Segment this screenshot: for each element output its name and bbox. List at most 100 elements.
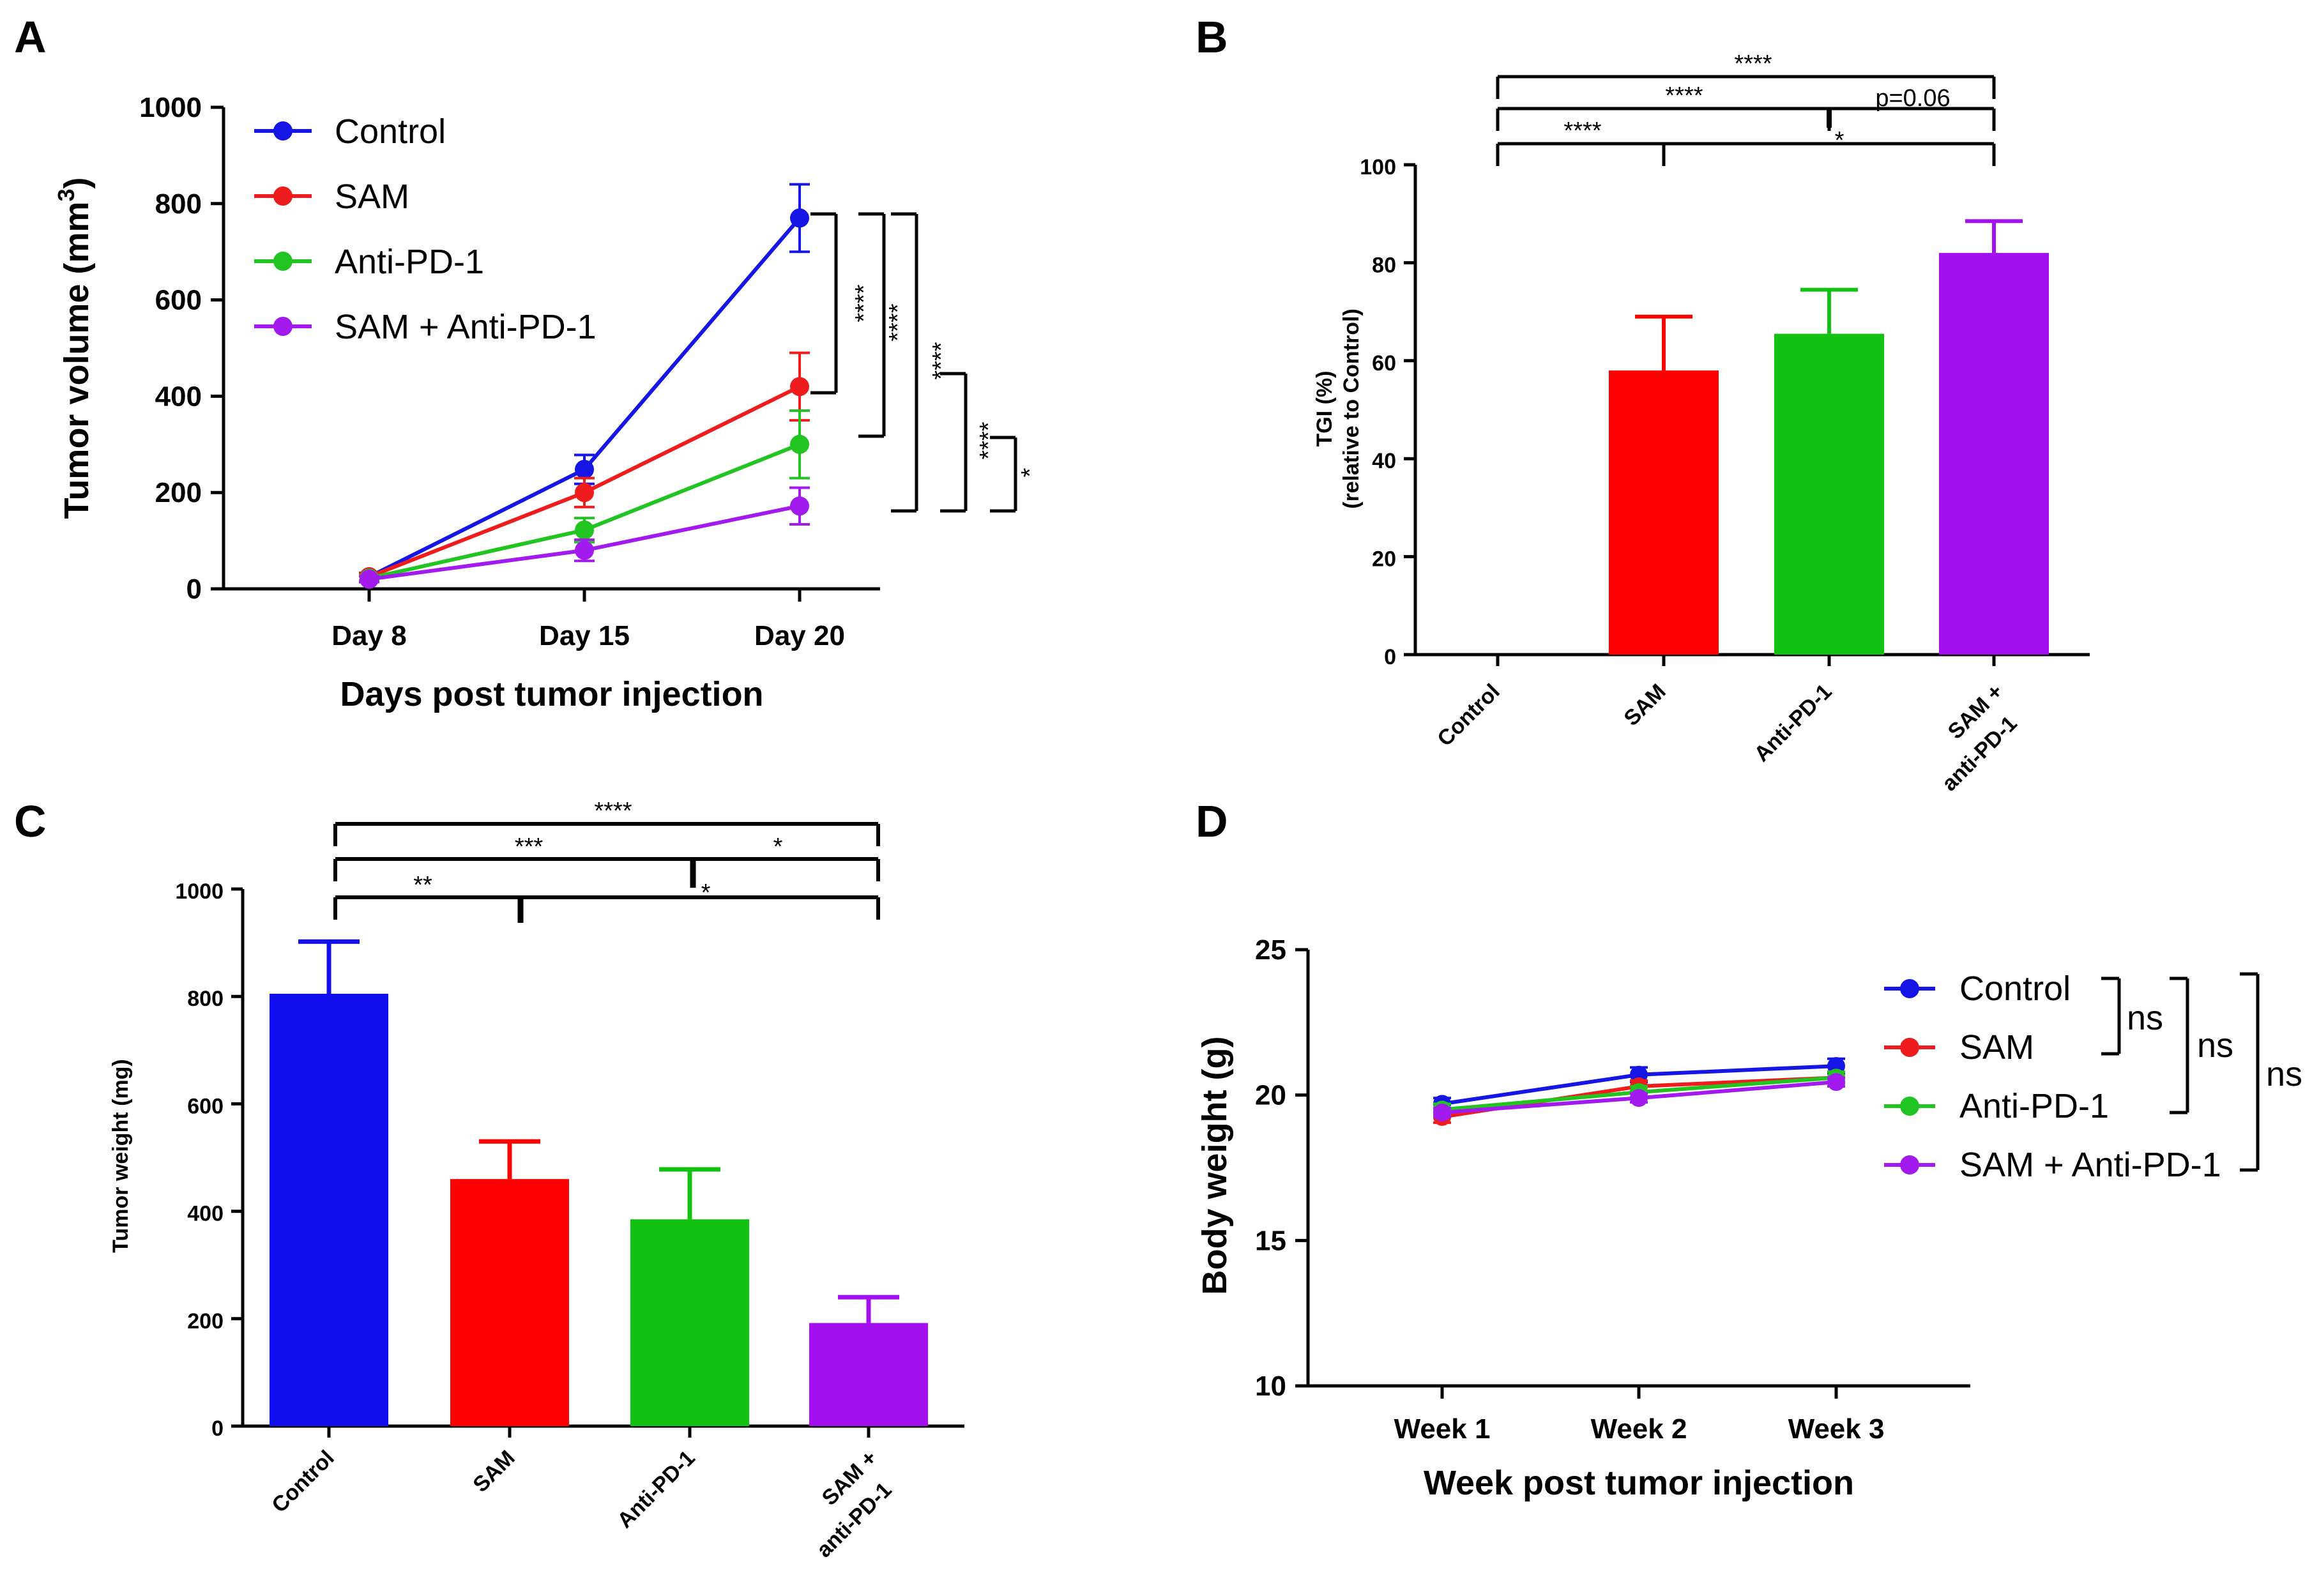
a-sig-label: **** (928, 342, 955, 379)
b-sig-label: **** (1734, 50, 1772, 77)
c-bar-0 (270, 993, 388, 1426)
d-data-point (1827, 1073, 1845, 1091)
a-sig-label: * (1017, 467, 1044, 477)
a-data-point (790, 208, 809, 228)
d-x-axis-label: Week post tumor injection (1424, 1464, 1854, 1502)
d-y-axis-label: Body weight (g) (1196, 1037, 1234, 1295)
b-y-axis-label-line1: TGI (%) (1312, 371, 1337, 447)
panel-a-tumor-volume-chart: 0 200 400 600 800 1000 Day 8 Day 15 Day 20 Days p… (53, 92, 1044, 713)
a-y-tick-label: 600 (155, 285, 202, 316)
d-data-point (1630, 1089, 1648, 1107)
c-x-tick-label: Anti-PD-1 (612, 1446, 699, 1533)
a-legend-label: SAM + Anti-PD-1 (335, 308, 597, 346)
a-y-axis-label: Tumor volume (mm3) (53, 177, 96, 519)
a-y-tick-label: 0 (186, 574, 202, 605)
a-sig-label: **** (975, 422, 1002, 459)
a-data-point (575, 483, 594, 503)
d-legend-marker (1900, 1155, 1919, 1174)
c-sig-label: * (773, 833, 783, 860)
a-data-point (575, 460, 594, 480)
a-y-tick-label: 400 (155, 381, 202, 412)
b-x-tick-label: Anti-PD-1 (1749, 680, 1836, 766)
a-x-tick-label: Day 15 (539, 620, 630, 651)
d-legend-marker (1900, 979, 1919, 998)
a-y-tick-label: 800 (155, 188, 202, 220)
b-x-tick-label: SAM (1619, 680, 1670, 731)
c-y-tick-label: 800 (187, 987, 224, 1011)
d-sig-label: ns (2127, 999, 2163, 1037)
d-legend-label: SAM + Anti-PD-1 (1959, 1146, 2221, 1184)
a-x-axis-label: Days post tumor injection (340, 675, 763, 713)
b-bar-3 (1939, 253, 2049, 655)
c-y-tick-label: 0 (211, 1417, 224, 1441)
c-bar-1 (450, 1179, 569, 1426)
d-x-tick-label: Week 1 (1394, 1413, 1491, 1445)
a-legend-marker (273, 186, 293, 206)
panel-d-letter: D (1196, 796, 1228, 846)
c-bar-3 (809, 1323, 928, 1426)
b-y-tick-label: 80 (1372, 253, 1396, 277)
b-x-tick-label: Control (1433, 680, 1504, 751)
d-y-tick-label: 20 (1255, 1080, 1286, 1111)
b-y-tick-label: 60 (1372, 351, 1396, 376)
c-y-tick-label: 600 (187, 1094, 224, 1118)
a-legend-marker (273, 252, 293, 271)
d-legend-label: SAM (1959, 1028, 2034, 1067)
b-y-tick-label: 20 (1372, 547, 1396, 572)
b-sig-label: **** (1563, 118, 1601, 144)
c-sig-label: * (701, 879, 711, 906)
d-x-tick-label: Week 2 (1591, 1413, 1687, 1445)
panel-b-letter: B (1196, 12, 1228, 62)
d-x-tick-label: Week 3 (1788, 1413, 1885, 1445)
a-legend-label: Anti-PD-1 (335, 243, 484, 281)
b-bar-1 (1609, 370, 1719, 655)
a-data-point (790, 434, 809, 454)
b-y-tick-label: 100 (1360, 155, 1396, 179)
b-sig-label: * (1835, 127, 1844, 154)
d-sig-label: ns (2197, 1026, 2233, 1065)
panel-c-letter: C (14, 796, 47, 846)
c-y-tick-label: 200 (187, 1309, 224, 1334)
b-bar-2 (1774, 333, 1884, 655)
d-y-tick-label: 10 (1255, 1371, 1286, 1402)
d-legend-marker (1900, 1038, 1919, 1057)
a-x-tick-label: Day 20 (754, 620, 845, 651)
a-sig-label: **** (885, 303, 911, 341)
a-legend-marker (273, 317, 293, 336)
b-y-tick-label: 0 (1384, 645, 1396, 669)
a-y-tick-label: 200 (155, 477, 202, 508)
a-legend-label: SAM (335, 178, 409, 216)
d-data-point (1433, 1103, 1451, 1121)
c-bar-2 (630, 1219, 749, 1426)
d-legend-label: Anti-PD-1 (1959, 1087, 2109, 1125)
a-data-point (790, 496, 809, 516)
c-y-tick-label: 1000 (175, 879, 224, 904)
c-sig-label: ** (413, 872, 432, 899)
panel-d-body-weight-chart: 10 15 20 25 Week 1 Week 2 Week 3 Week post tumo… (1196, 934, 2302, 1502)
a-sig-label: **** (851, 284, 878, 322)
d-legend-marker (1900, 1097, 1919, 1116)
a-x-tick-label: Day 8 (331, 620, 406, 651)
d-legend-label: Control (1959, 969, 2071, 1008)
a-legend-marker (273, 121, 293, 141)
a-data-point (575, 521, 594, 540)
c-y-tick-label: 400 (187, 1202, 224, 1226)
b-sig-label: **** (1665, 82, 1703, 109)
a-y-tick-label: 1000 (139, 92, 202, 123)
d-y-tick-label: 15 (1255, 1225, 1286, 1256)
b-y-axis-label-line2: (relative to Control) (1339, 308, 1364, 509)
b-y-tick-label: 40 (1372, 449, 1396, 473)
c-sig-label: *** (515, 833, 544, 860)
c-y-axis-label: Tumor weight (mg) (109, 1059, 133, 1252)
a-legend-label: Control (335, 112, 446, 151)
panel-a-letter: A (14, 12, 47, 62)
a-data-point (575, 540, 594, 560)
c-x-tick-label: SAM (468, 1446, 519, 1497)
d-sig-label: ns (2266, 1055, 2302, 1093)
c-sig-label: **** (594, 798, 632, 825)
a-data-point (790, 377, 809, 397)
d-y-tick-label: 25 (1255, 934, 1286, 966)
